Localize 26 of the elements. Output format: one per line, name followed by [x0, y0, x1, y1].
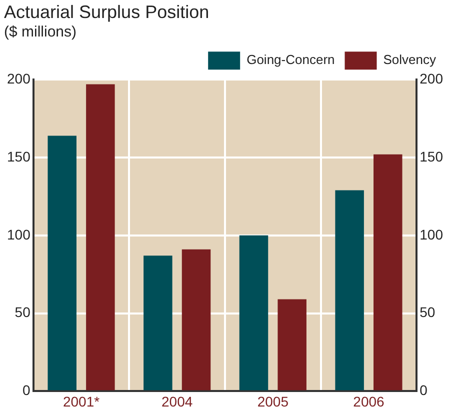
legend-label: Solvency [383, 52, 436, 68]
bar [144, 256, 172, 390]
bar [86, 84, 115, 390]
y2-tick-label: 100 [420, 226, 444, 242]
bar [335, 190, 364, 390]
bar [48, 136, 76, 390]
legend-label: Going-Concern [246, 52, 335, 68]
y2-tick-label: 0 [420, 382, 428, 398]
y-tick-label: 50 [14, 304, 31, 320]
y-tick-label: 200 [7, 70, 31, 86]
y2-tick-label: 50 [420, 304, 436, 320]
x-tick-label: 2006 [353, 393, 385, 410]
x-tick-label: 2005 [257, 393, 289, 410]
y-tick-label: 100 [7, 226, 31, 242]
chart-subtitle: ($ millions) [4, 24, 77, 41]
y-tick-label: 150 [7, 148, 31, 164]
x-tick-label: 2001* [62, 393, 100, 410]
bar [239, 235, 268, 390]
bar [374, 154, 402, 390]
y2-tick-label: 200 [420, 70, 444, 86]
bar [182, 249, 211, 390]
chart-title: Actuarial Surplus Position [4, 2, 210, 22]
bar [278, 299, 306, 390]
y-tick-label: 0 [22, 382, 31, 398]
x-tick-label: 2004 [162, 393, 193, 410]
y2-tick-label: 150 [420, 148, 444, 164]
